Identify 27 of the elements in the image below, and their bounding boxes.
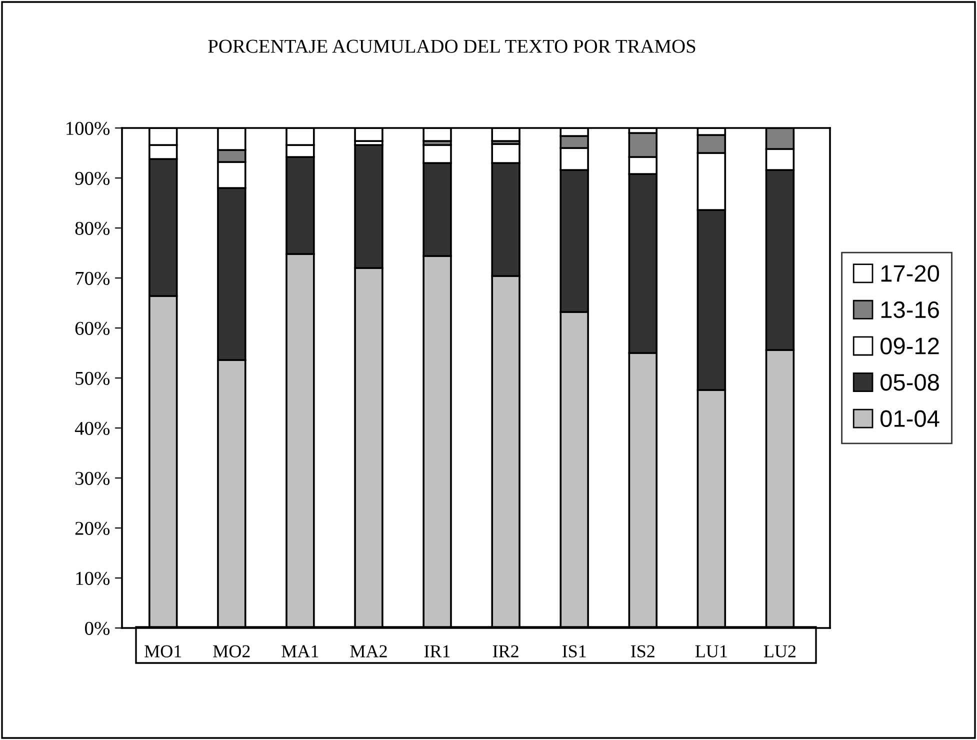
y-tick-label: 100% — [66, 122, 110, 135]
x-tick-label: MA2 — [350, 645, 387, 658]
y-tick-label: 10% — [76, 572, 110, 585]
y-tick-label: 90% — [75, 172, 110, 185]
y-tick-label: 0% — [85, 622, 110, 635]
y-tick-label: 50% — [76, 372, 110, 385]
x-tick-label: LU2 — [764, 645, 796, 658]
x-tick-label: MO1 — [144, 645, 182, 658]
x-tick-label: IS2 — [631, 645, 654, 658]
y-tick-label: 70% — [76, 272, 110, 285]
chart-title: PORCENTAJE ACUMULADO DEL TEXTO POR TRAMOS — [208, 40, 696, 53]
x-tick-label: IR2 — [492, 645, 518, 658]
x-tick-label: LU1 — [695, 645, 727, 658]
legend-label: 13-16 — [881, 301, 939, 318]
y-tick-label: 60% — [75, 322, 110, 335]
legend-label: 01-04 — [880, 410, 940, 428]
legend-label: 17-20 — [881, 265, 940, 282]
y-tick-label: 20% — [75, 522, 110, 535]
x-tick-label: IR1 — [424, 645, 450, 658]
legend-label: 05-08 — [880, 374, 939, 391]
x-tick-label: IS1 — [562, 645, 586, 658]
x-tick-label: MA1 — [282, 645, 318, 658]
y-tick-label: 30% — [75, 472, 110, 485]
x-tick-label: MO2 — [213, 645, 250, 658]
legend-label: 09-12 — [880, 338, 939, 354]
y-tick-label: 80% — [75, 222, 110, 235]
y-tick-label: 40% — [74, 422, 110, 435]
